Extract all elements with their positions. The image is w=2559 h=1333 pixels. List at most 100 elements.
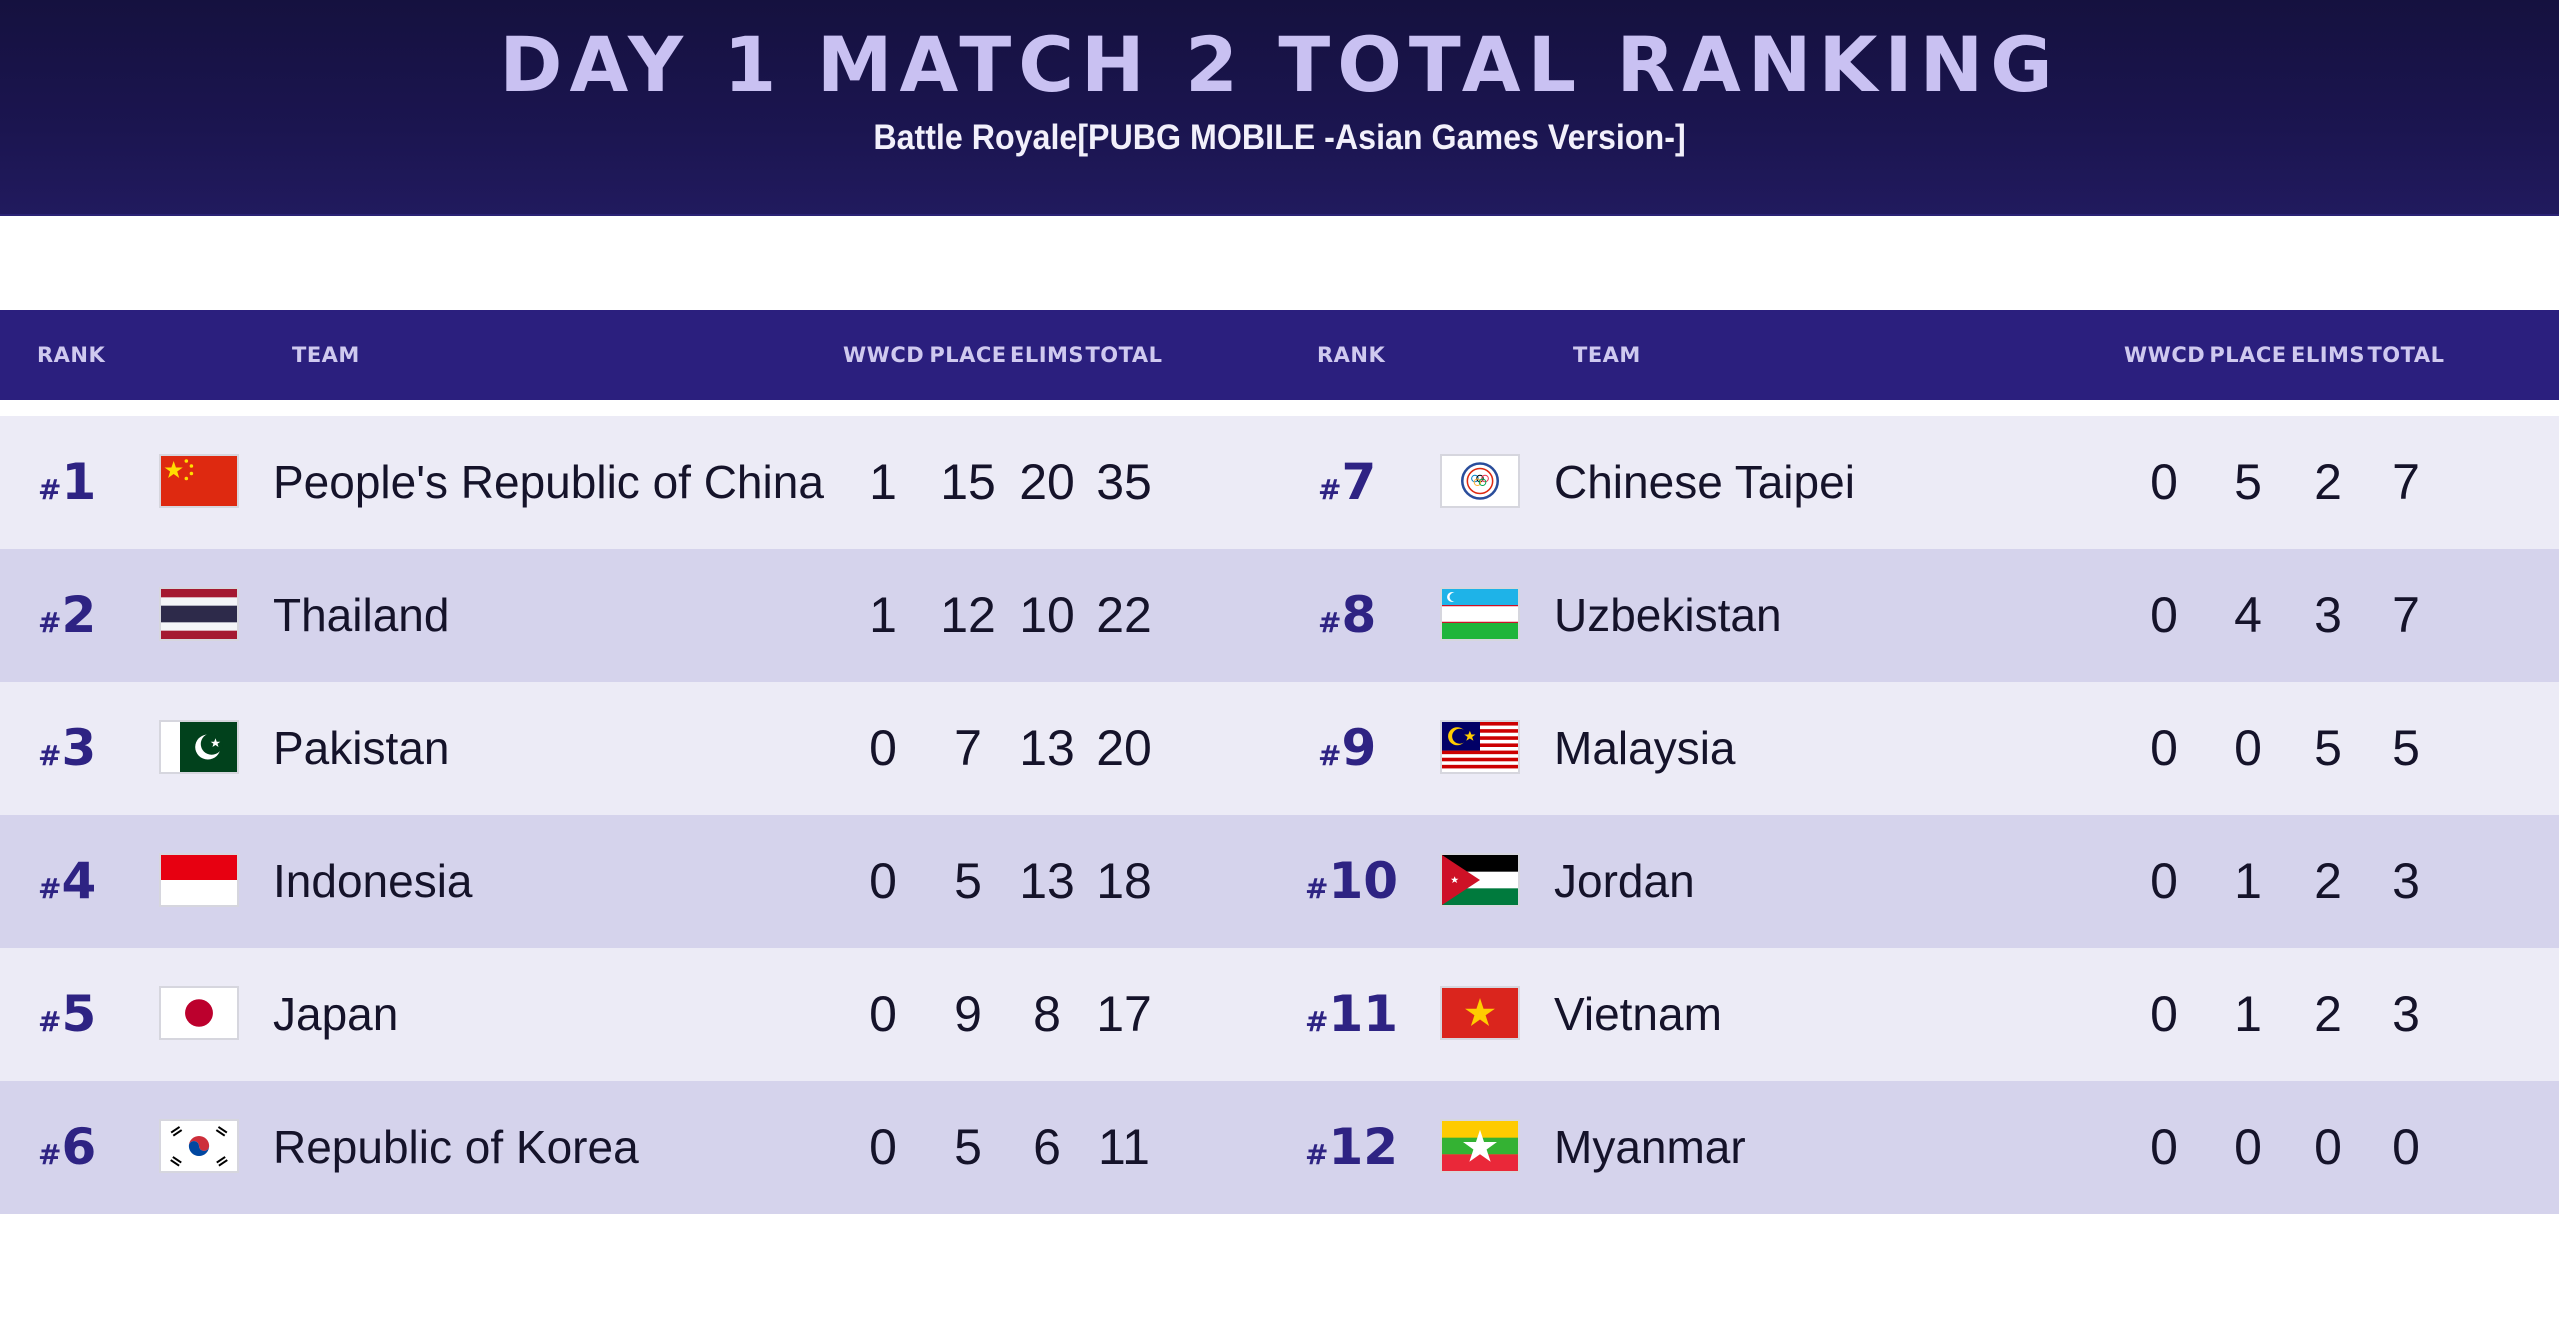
wwcd-value: 0 [869,853,897,909]
total-column-header-right: TOTAL [2367,343,2445,367]
elims-value: 0 [2314,1119,2342,1175]
rank-badge: #9 [1318,719,1377,777]
china-flag-icon [159,454,239,508]
team-name: Malaysia [1554,722,1736,774]
total-column-header-left: TOTAL [1085,343,1163,367]
rank-badge: #1 [38,453,97,511]
place-column-header-right: PLACE [2209,343,2287,367]
total-value: 7 [2392,454,2420,510]
rank-badge: #4 [38,852,97,910]
elims-column-header-right: ELIMS [2290,343,2366,367]
place-value: 4 [2234,587,2262,643]
place-column-header-left: PLACE [929,343,1007,367]
place-value: 12 [940,587,996,643]
place-value: 5 [954,1119,982,1175]
malaysia-flag-icon [1440,720,1520,774]
page-subtitle: Battle Royale[PUBG MOBILE -Asian Games V… [873,118,1686,157]
chinese-taipei-flag-icon [1440,454,1520,508]
elims-value: 13 [1019,720,1075,776]
rank-badge: #7 [1318,453,1377,511]
table-row: #1 People's Republic of China 1 15 20 35… [0,416,2559,549]
wwcd-value: 0 [2150,1119,2178,1175]
total-value: 11 [1098,1119,1150,1175]
wwcd-value: 0 [2150,454,2178,510]
team-name: People's Republic of China [273,456,824,508]
elims-column-header-left: ELIMS [1009,343,1085,367]
place-value: 9 [954,986,982,1042]
rank-badge: #5 [38,985,97,1043]
wwcd-value: 0 [2150,853,2178,909]
team-name: Pakistan [273,722,450,774]
table-header: RANK TEAM WWCD PLACE ELIMS TOTAL RANK TE… [0,310,2559,400]
myanmar-flag-icon [1440,1119,1520,1173]
rank-badge: #12 [1305,1118,1399,1176]
wwcd-value: 0 [2150,986,2178,1042]
table-row: #4 Indonesia 0 5 13 18 #10 Jordan 0 1 2 … [0,815,2559,948]
wwcd-column-header-left: WWCD [843,343,925,367]
jordan-flag-icon [1440,853,1520,907]
total-value: 7 [2392,587,2420,643]
team-name: Vietnam [1554,988,1722,1040]
total-value: 3 [2392,986,2420,1042]
wwcd-value: 1 [869,587,897,643]
place-value: 1 [2234,986,2262,1042]
rank-badge: #11 [1305,985,1399,1043]
total-value: 3 [2392,853,2420,909]
elims-value: 2 [2314,454,2342,510]
elims-value: 20 [1019,454,1075,510]
team-name: Indonesia [273,855,473,907]
vietnam-flag-icon [1440,986,1520,1040]
team-column-header-right: TEAM [1573,343,1641,367]
table-row: #5 Japan 0 9 8 17 #11 Vietnam 0 1 2 3 [0,948,2559,1081]
rank-badge: #6 [38,1118,97,1176]
elims-value: 10 [1019,587,1075,643]
elims-value: 8 [1033,986,1061,1042]
team-name: Jordan [1554,855,1695,907]
page-title: DAY 1 MATCH 2 TOTAL RANKING [499,20,2060,109]
place-value: 0 [2234,720,2262,776]
rank-badge: #3 [38,719,97,777]
place-value: 7 [954,720,982,776]
wwcd-value: 0 [869,986,897,1042]
elims-value: 2 [2314,853,2342,909]
rank-column-header-right: RANK [1317,343,1386,367]
uzbekistan-flag-icon [1440,587,1520,641]
thailand-flag-icon [159,587,239,641]
rank-badge: #8 [1318,586,1377,644]
elims-value: 2 [2314,986,2342,1042]
place-value: 0 [2234,1119,2262,1175]
korea-flag-icon [159,1119,239,1173]
elims-value: 13 [1019,853,1075,909]
place-value: 5 [954,853,982,909]
rank-badge: #2 [38,586,97,644]
total-value: 17 [1096,986,1152,1042]
place-value: 1 [2234,853,2262,909]
pakistan-flag-icon [159,720,239,774]
team-name: Japan [273,988,399,1040]
wwcd-value: 0 [2150,720,2178,776]
table-row: #6 Republic of Korea 0 5 6 11 #12 Myanma… [0,1081,2559,1214]
place-value: 15 [940,454,996,510]
team-name: Republic of Korea [273,1121,639,1173]
table-row: #3 Pakistan 0 7 13 20 #9 Malaysia 0 0 5 … [0,682,2559,815]
team-name: Uzbekistan [1554,589,1782,641]
total-value: 22 [1096,587,1152,643]
team-name: Myanmar [1554,1121,1746,1173]
rank-badge: #10 [1305,852,1399,910]
total-value: 18 [1096,853,1152,909]
elims-value: 5 [2314,720,2342,776]
place-value: 5 [2234,454,2262,510]
ranking-table: RANK TEAM WWCD PLACE ELIMS TOTAL RANK TE… [0,310,2559,1216]
wwcd-value: 0 [2150,587,2178,643]
indonesia-flag-icon [159,853,239,907]
team-name: Thailand [273,589,450,641]
wwcd-value: 1 [869,454,897,510]
total-value: 0 [2392,1119,2420,1175]
table-row: #2 Thailand 1 12 10 22 #8 Uzbekistan 0 4… [0,549,2559,682]
wwcd-column-header-right: WWCD [2124,343,2206,367]
wwcd-value: 0 [869,1119,897,1175]
team-column-header-left: TEAM [292,343,360,367]
rank-column-header-left: RANK [37,343,106,367]
title-banner: DAY 1 MATCH 2 TOTAL RANKING Battle Royal… [0,0,2559,216]
elims-value: 3 [2314,587,2342,643]
